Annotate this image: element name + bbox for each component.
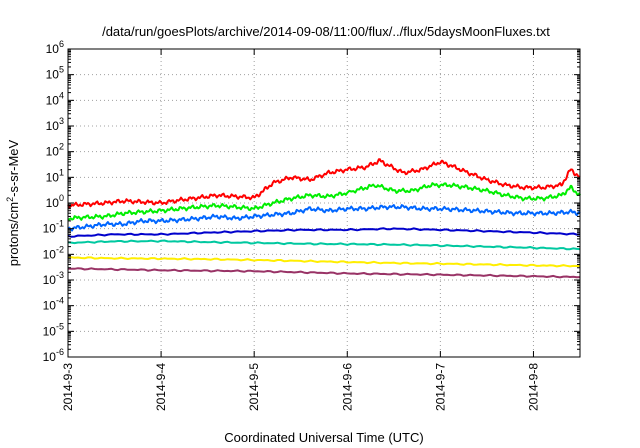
y-axis-label-prefix: protons/cm bbox=[6, 202, 21, 266]
chart-title: /data/run/goesPlots/archive/2014-09-08/1… bbox=[102, 24, 550, 39]
series-line-1 bbox=[67, 158, 581, 209]
y-tick-label: 10-5 bbox=[43, 321, 64, 338]
y-axis-label: protons/cm2-s-sr-MeV bbox=[5, 139, 21, 266]
y-axis-label-suffix: -s-sr-MeV bbox=[6, 139, 21, 196]
y-tick-label: 10-1 bbox=[43, 219, 64, 236]
y-tick-label: 10-2 bbox=[43, 244, 64, 261]
y-tick-label: 102 bbox=[46, 142, 64, 159]
x-tick-label: 2014-9-4 bbox=[154, 363, 168, 411]
grid bbox=[68, 49, 580, 357]
x-tick-label: 2014-9-6 bbox=[340, 363, 354, 411]
y-tick-label: 10-3 bbox=[43, 270, 64, 287]
series-line-2 bbox=[67, 182, 581, 221]
y-axis-label-sup: 2 bbox=[5, 197, 15, 202]
series-line-7 bbox=[67, 267, 581, 279]
y-tick-label: 103 bbox=[46, 116, 64, 133]
x-axis-label: Coordinated Universal Time (UTC) bbox=[224, 430, 423, 445]
x-axis: 2014-9-3 2014-9-4 2014-9-5 2014-9-6 2014-9-7… bbox=[61, 49, 540, 411]
x-tick-label: 2014-9-5 bbox=[247, 363, 261, 411]
x-tick-label: 2014-9-7 bbox=[433, 363, 447, 411]
x-tick-label: 2014-9-8 bbox=[526, 363, 540, 411]
series-line-4 bbox=[67, 227, 581, 238]
x-tick-label: 2014-9-3 bbox=[61, 363, 75, 411]
series-line-5 bbox=[67, 239, 581, 251]
series-layer bbox=[67, 158, 581, 279]
y-tick-label: 101 bbox=[46, 167, 64, 184]
y-tick-label: 100 bbox=[46, 193, 64, 210]
y-tick-label: 10-4 bbox=[43, 296, 64, 313]
y-tick-label: 105 bbox=[46, 65, 64, 82]
series-line-3 bbox=[67, 204, 581, 232]
series-line-6 bbox=[67, 256, 580, 268]
y-tick-label: 104 bbox=[46, 90, 64, 107]
y-axis: 10-6 10-5 10-4 10-3 10-2 10-1 100 101 102 103 104 1… bbox=[43, 39, 580, 364]
y-tick-label: 106 bbox=[46, 39, 64, 56]
y-tick-label: 10-6 bbox=[43, 347, 64, 364]
